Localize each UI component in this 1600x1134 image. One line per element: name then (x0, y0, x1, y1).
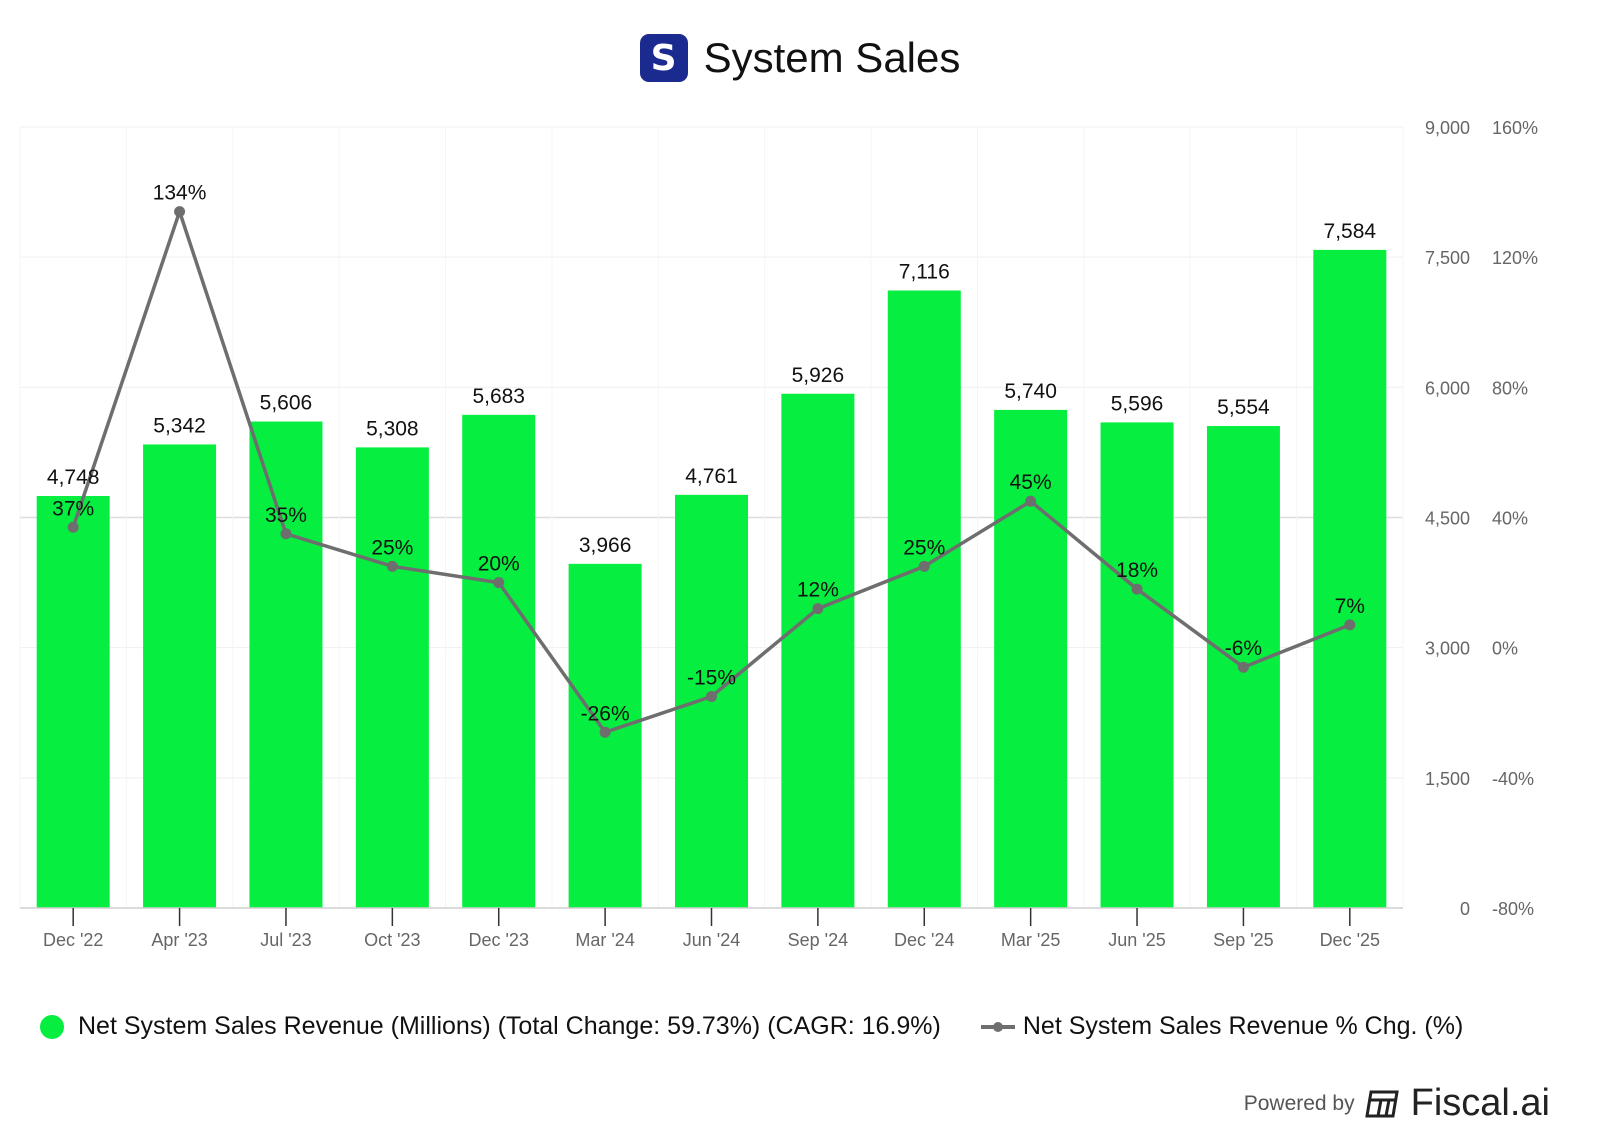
pct-change-point (812, 603, 824, 615)
pct-change-point (174, 206, 186, 218)
bar (249, 421, 323, 908)
y-left-tick-label: 0 (1460, 899, 1470, 919)
x-tick-label: Mar '25 (1001, 930, 1060, 950)
bar (36, 495, 110, 908)
pct-change-point (280, 528, 292, 540)
pct-change-label: 35% (265, 504, 307, 527)
pct-change-label: -6% (1225, 637, 1262, 660)
bar (887, 290, 961, 908)
y-left-tick-label: 9,000 (1425, 118, 1470, 138)
x-tick-label: Mar '24 (575, 930, 634, 950)
y-right-tick-label: 40% (1492, 509, 1528, 529)
pct-change-label: 45% (1010, 471, 1052, 494)
legend-bar-label: Net System Sales Revenue (Millions) (Tot… (78, 1012, 941, 1040)
legend: Net System Sales Revenue (Millions) (Tot… (40, 1012, 1463, 1041)
y-left-tick-label: 3,000 (1425, 639, 1470, 659)
y-left-tick-label: 7,500 (1425, 248, 1470, 268)
bar-value-label: 7,584 (1324, 220, 1377, 243)
x-tick-label: Sep '25 (1213, 930, 1274, 950)
pct-change-point (1025, 495, 1037, 507)
pct-change-label: -26% (581, 702, 630, 725)
bar-value-label: 5,596 (1111, 392, 1164, 415)
bar-value-label: 4,748 (47, 466, 100, 489)
x-tick-label: Oct '23 (364, 930, 420, 950)
chart-title: System Sales (703, 34, 961, 81)
pct-change-label: 7% (1335, 595, 1365, 618)
brand-name: Fiscal.ai (1410, 1082, 1550, 1124)
chart-area: 0 -80% 1,500 -40% 3,000 0% 4,500 40% 6,000 80% 7,5… (19, 118, 1538, 950)
bar-value-label: 5,740 (1004, 380, 1057, 403)
bar-value-label: 5,683 (472, 385, 525, 408)
axis-layer: 0 -80% 1,500 -40% 3,000 0% 4,500 40% 6,000 80% 7,5… (20, 118, 1538, 950)
bar (1100, 422, 1174, 908)
pct-change-point (918, 560, 930, 572)
x-tick-label: Sep '24 (788, 930, 849, 950)
x-tick-label: Dec '25 (1320, 930, 1380, 950)
bars-layer (36, 249, 1387, 909)
bar (1313, 249, 1387, 909)
legend-line-swatch (980, 1021, 1015, 1032)
bar (781, 393, 855, 908)
pct-change-point (493, 577, 505, 589)
pct-change-label: 134% (153, 182, 207, 205)
bar-value-label: 5,926 (792, 364, 845, 387)
bar-value-label: 3,966 (579, 534, 632, 557)
x-tick-label: Jun '25 (1108, 930, 1165, 950)
bar-value-label: 5,606 (260, 392, 313, 415)
company-logo: S (639, 34, 688, 82)
footer: Powered by Fiscal.ai (1244, 1082, 1550, 1125)
pct-change-label: -15% (687, 666, 736, 689)
pct-change-label: 20% (478, 553, 520, 576)
pct-change-point (706, 690, 717, 702)
x-tick-label: Dec '22 (43, 930, 103, 950)
pct-change-label: 37% (52, 497, 94, 520)
x-tick-label: Jul '23 (260, 930, 311, 950)
bar-value-label: 5,554 (1217, 396, 1270, 419)
pct-change-point (386, 560, 398, 572)
pct-change-point (67, 521, 79, 533)
powered-by-text: Powered by (1243, 1091, 1355, 1115)
pct-change-point (1237, 661, 1249, 673)
y-right-tick-label: -40% (1492, 769, 1534, 789)
bar-value-label: 7,116 (899, 260, 950, 283)
legend-bar-swatch (40, 1014, 64, 1039)
legend-line-label: Net System Sales Revenue % Chg. (%) (1022, 1012, 1464, 1040)
y-left-tick-label: 1,500 (1425, 769, 1470, 789)
y-right-tick-label: 0% (1492, 639, 1518, 659)
labels-layer: 4,748 5,342 5,606 5,308 5,683 3,966 4,761 5,926… (47, 182, 1376, 726)
line-layer (67, 206, 1356, 738)
x-tick-label: Dec '23 (468, 930, 528, 950)
pct-change-label: 25% (903, 536, 945, 559)
y-right-tick-label: 80% (1492, 378, 1528, 398)
y-right-tick-label: 120% (1492, 248, 1538, 268)
pct-change-point (1344, 619, 1356, 631)
pct-change-label: 25% (371, 536, 413, 559)
bar (994, 409, 1068, 908)
y-left-tick-label: 6,000 (1425, 378, 1470, 398)
x-tick-label: Apr '23 (151, 930, 207, 950)
pct-change-label: 12% (797, 579, 839, 602)
pct-change-label: 18% (1116, 559, 1158, 582)
y-left-tick-label: 4,500 (1425, 509, 1470, 529)
chart-header: S System Sales (0, 34, 1600, 82)
pct-change-point (1131, 583, 1143, 595)
bar (355, 447, 429, 908)
x-tick-label: Dec '24 (894, 930, 954, 950)
bar (462, 414, 536, 908)
bar-value-label: 4,761 (685, 465, 738, 488)
y-right-tick-label: 160% (1492, 118, 1538, 138)
bar (143, 444, 217, 908)
y-right-tick-label: -80% (1492, 899, 1534, 919)
fiscal-logo-icon (1364, 1090, 1399, 1117)
x-tick-label: Jun '24 (683, 930, 740, 950)
bar-value-label: 5,308 (366, 417, 419, 440)
pct-change-point (599, 726, 611, 738)
bar-value-label: 5,342 (153, 414, 206, 437)
